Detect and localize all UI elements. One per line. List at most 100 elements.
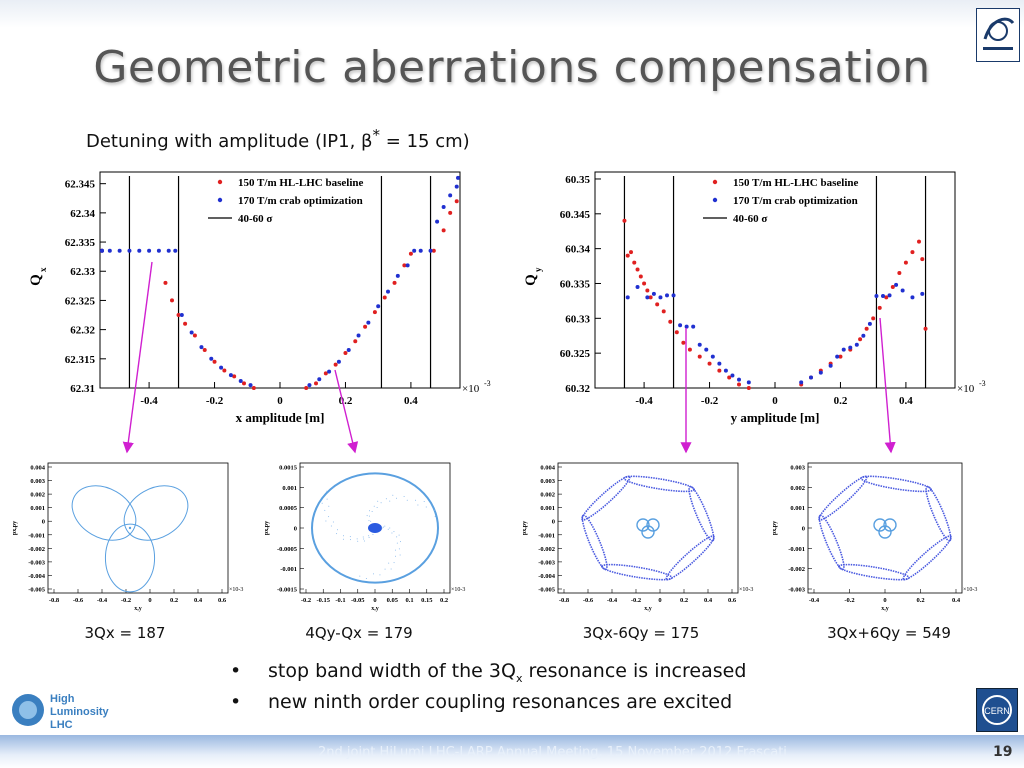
y-axis-label: px,py xyxy=(522,521,528,535)
arrow-3qx xyxy=(122,261,153,454)
halo-point xyxy=(376,506,378,508)
halo-point xyxy=(368,535,370,537)
y-tick-label: -0.002 xyxy=(788,566,805,573)
data-point xyxy=(629,250,633,255)
data-point xyxy=(897,271,902,276)
y-tick-label: 62.31 xyxy=(70,383,95,395)
halo-point xyxy=(425,506,427,508)
x-tick-label: -0.05 xyxy=(351,597,365,604)
x-multiplier: ×10-3 xyxy=(963,587,977,593)
x-multiplier: ×10-3 xyxy=(451,587,465,593)
halo-point xyxy=(332,521,334,523)
data-point xyxy=(242,381,246,386)
halo-point xyxy=(370,520,372,522)
x-tick-label: 0.05 xyxy=(387,597,399,604)
data-point xyxy=(910,295,915,300)
halo-point xyxy=(393,531,395,533)
x-tick-label: 0.6 xyxy=(728,597,737,604)
y-tick-label: 0.003 xyxy=(790,465,805,472)
data-point xyxy=(674,330,679,335)
data-point xyxy=(727,375,732,380)
y-tick-label: -0.001 xyxy=(28,532,45,539)
svg-text:LHC: LHC xyxy=(50,719,73,731)
data-point xyxy=(828,363,833,368)
data-point xyxy=(137,248,142,253)
data-point xyxy=(156,248,161,253)
halo-point xyxy=(394,549,396,551)
halo-point xyxy=(393,562,395,564)
halo-point xyxy=(396,542,398,544)
x-tick-label: 0 xyxy=(277,395,283,407)
data-point xyxy=(710,354,715,359)
halo-point xyxy=(324,509,326,511)
halo-point xyxy=(434,515,436,517)
data-point xyxy=(890,284,895,289)
data-point xyxy=(661,309,666,314)
x-tick-label: 0.4 xyxy=(404,395,418,407)
data-point xyxy=(681,340,686,345)
island-lobe xyxy=(104,523,156,593)
data-point xyxy=(366,320,371,325)
x-tick-label: -0.6 xyxy=(583,597,594,604)
y-tick-label: -0.001 xyxy=(280,566,297,573)
y-axis-label: px,py xyxy=(12,521,18,535)
halo-point xyxy=(362,536,364,538)
caption-4qy-qx: 4Qy-Qx = 179 xyxy=(305,624,413,642)
data-point xyxy=(622,218,627,223)
halo-point xyxy=(372,573,374,575)
y-tick-label: 60.35 xyxy=(565,174,590,186)
top-gradient-band xyxy=(0,0,1024,28)
y-tick-label: 62.32 xyxy=(70,325,95,337)
halo-point xyxy=(388,562,390,564)
data-point xyxy=(304,386,309,390)
y-tick-label: -0.003 xyxy=(788,587,806,594)
legend-entry: 170 T/m crab optimization xyxy=(733,195,858,207)
halo-point xyxy=(423,501,425,503)
x-tick-label: -0.4 xyxy=(140,395,158,407)
data-point xyxy=(323,371,328,376)
x-axis-label: y amplitude [m] xyxy=(731,410,820,425)
legend-marker xyxy=(217,179,223,185)
y-tick-label: -0.001 xyxy=(788,546,805,553)
x-tick-label: -0.2 xyxy=(844,597,854,604)
halo-point xyxy=(379,574,381,576)
legend-marker xyxy=(712,197,718,203)
data-point xyxy=(405,263,410,268)
y-tick-label: -0.003 xyxy=(538,559,556,566)
x-multiplier: ×10-3 xyxy=(739,587,753,593)
data-point xyxy=(665,293,669,298)
x-tick-label: -0.2 xyxy=(631,597,641,604)
halo-point xyxy=(381,527,383,529)
legend-marker xyxy=(712,179,718,185)
y-tick-label: -0.001 xyxy=(538,532,555,539)
plot-svg: 0.00150.0010.00050-0.0005-0.001-0.0015-0… xyxy=(264,462,465,612)
data-point xyxy=(100,248,104,253)
halo-point xyxy=(349,539,351,541)
halo-point xyxy=(406,499,408,501)
arrow-3qx-plus-6qy xyxy=(879,317,896,454)
phase-space-plot-3qx-plus-6qy: 0.003 0.002 0.001 0 -0.001 -0.002 -0.003 -0.4 -0… xyxy=(766,455,980,615)
y-tick-label: 0.0015 xyxy=(279,465,298,472)
data-point xyxy=(386,289,390,294)
data-point xyxy=(645,288,650,293)
plot-svg: 62.31 62.315 62.32 62.325 62.33 62.335 62.34 62… xyxy=(28,171,491,425)
x-tick-label: 0.4 xyxy=(899,395,913,407)
y-tick-label: 62.34 xyxy=(70,208,95,220)
x-tick-label: 0.4 xyxy=(704,597,713,604)
data-point xyxy=(238,378,243,383)
hilumi-corner-logo xyxy=(976,8,1020,62)
data-point xyxy=(655,302,660,307)
core-ring xyxy=(883,518,897,532)
data-point xyxy=(877,305,882,310)
halo-point xyxy=(398,548,400,550)
y-tick-label: -0.004 xyxy=(28,573,46,580)
data-point xyxy=(392,280,397,285)
halo-point xyxy=(326,498,328,500)
y-tick-label: 60.34 xyxy=(565,244,590,256)
x-tick-label: -0.2 xyxy=(301,597,311,604)
x-tick-label: 0 xyxy=(772,395,778,407)
y-tick-label: 0.003 xyxy=(540,478,555,485)
data-point xyxy=(307,383,312,388)
halo-point xyxy=(359,575,361,577)
data-point xyxy=(717,361,722,366)
